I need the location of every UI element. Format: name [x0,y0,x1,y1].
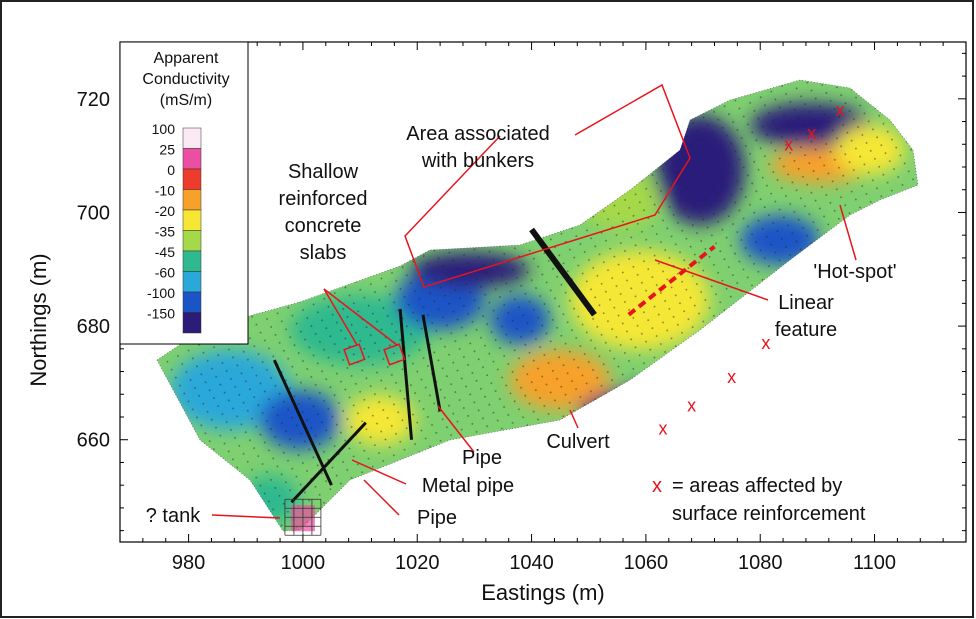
reinforcement-x-marker: x [659,418,668,438]
annotation-label: slabs [300,242,347,264]
marker-legend-line-1: = areas affected by [672,475,842,497]
colorbar-swatch [182,291,202,313]
colorbar-swatch [182,209,202,231]
reinforcement-x-marker: x [807,123,816,143]
annotation-label: Metal pipe [422,475,514,497]
x-tick-label: 1100 [853,552,896,574]
y-tick-label: 700 [77,202,110,224]
marker-legend: x = areas affected by surface reinforcem… [652,475,866,525]
colorbar-swatch [182,230,202,252]
y-axis-label: Northings (m) [26,253,51,386]
slab-marker [343,343,366,366]
annotation-leaders [211,83,857,519]
reinforcement-x-marker: x [784,134,793,154]
colorbar-legend: Apparent Conductivity (mS/m) 100 25 0 -10 -2… [119,41,249,345]
annotation-label: ? tank [146,505,201,527]
colorbar-title-3: (mS/m) [160,92,212,109]
x-tick-label: 1000 [281,552,326,574]
colorbar-level-label: -60 [155,265,175,281]
annotation-label: with bunkers [421,150,534,172]
linear-feature [627,244,716,317]
pipe-line [529,227,597,317]
reinforcement-x-marker: x [761,333,770,353]
reinforcement-x-marker: x [836,100,845,120]
annotation-label: 'Hot-spot' [813,261,896,283]
reinforcement-x-marker: x [727,367,736,387]
colorbar-swatch [182,250,202,272]
colorbar-level-label: -100 [147,285,175,301]
concrete-slabs [343,343,406,366]
pipe-line [290,421,367,504]
x-tick-label: 1060 [624,552,669,574]
reinforcement-x-marker: x [687,396,696,416]
y-tick-label: 680 [77,316,110,338]
x-tick-label: 1020 [395,552,440,574]
colorbar-swatch [182,127,202,149]
colorbar-level-label: -20 [155,203,175,219]
slab-marker [383,343,406,366]
colorbar-level-label: -35 [155,224,175,240]
annotation-label: Shallow [288,161,359,183]
y-axis-ticks: 660 680 700 720 [77,52,966,532]
annotation-label: Pipe [417,507,457,529]
y-tick-label: 720 [77,89,110,111]
marker-legend-symbol: x [652,475,662,497]
colorbar-swatch [182,148,202,170]
y-tick-label: 660 [77,430,110,452]
annotation-label: Culvert [546,431,610,453]
pipe-line [272,359,333,486]
annotation-label: concrete [285,215,362,237]
colorbar-title-1: Apparent [154,50,219,67]
annotation-label: feature [775,319,837,341]
linear-feature-line [627,244,716,317]
x-axis-label: Eastings (m) [481,580,604,605]
colorbar-level-label: -45 [155,244,175,260]
annotation-label: reinforced [279,188,368,210]
colorbar-level-label: 25 [159,142,175,158]
colorbar-swatch [182,271,202,293]
colorbar-swatch [182,312,202,334]
colorbar-level-label: 0 [167,162,175,178]
tank-grid [284,498,322,536]
pipes [272,227,597,504]
pipe-line [421,314,442,412]
x-tick-label: 980 [172,552,205,574]
x-tick-label: 1080 [738,552,783,574]
colorbar-level-label: -10 [155,183,175,199]
marker-legend-line-2: surface reinforcement [672,503,866,525]
colorbar-level-label: -150 [147,306,175,322]
annotation-label: Pipe [462,447,502,469]
annotation-label: Area associated [406,123,549,145]
annotation-label: Linear [778,292,834,314]
x-tick-label: 1040 [509,552,554,574]
x-axis-ticks: 980 1000 1020 1040 1060 1080 1100 [119,42,967,574]
annotations: Area associated with bunkers Shallow reinfo… [146,123,897,529]
colorbar-swatch [182,189,202,211]
colorbar-swatch [182,168,202,190]
pipe-line [398,308,414,440]
colorbar-level-label: 100 [152,121,176,137]
colorbar-title-2: Conductivity [142,71,229,88]
